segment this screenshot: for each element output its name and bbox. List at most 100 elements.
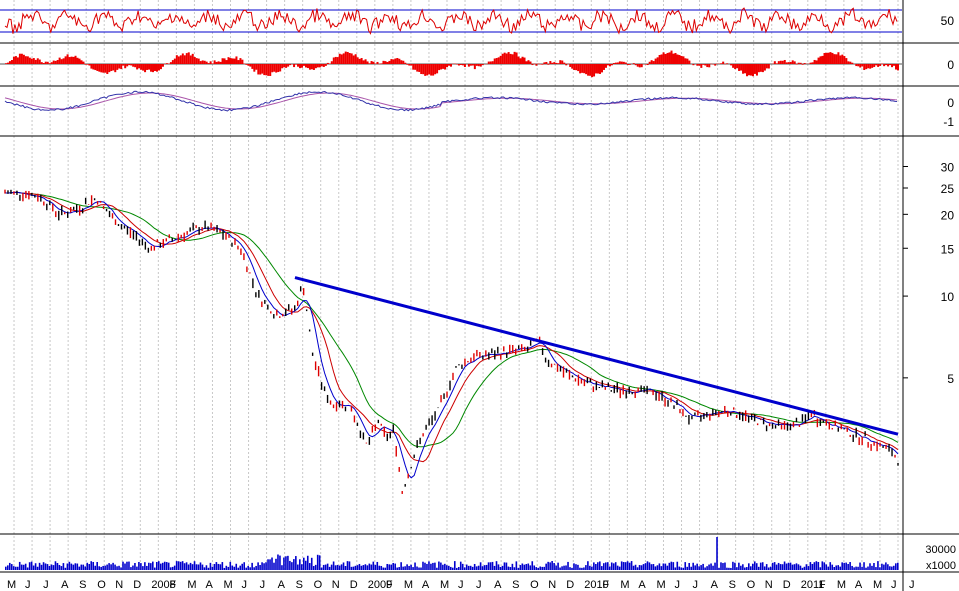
histogram-bar: [722, 61, 725, 64]
histogram-bar: [38, 59, 41, 64]
time-axis-label: 2011: [801, 579, 825, 591]
volume-bar: [672, 562, 675, 570]
histogram-bar: [289, 64, 292, 66]
volume-bar: [767, 567, 770, 570]
histogram-bar: [511, 54, 514, 64]
volume-bar: [116, 566, 118, 570]
histogram-bar: [271, 64, 274, 73]
histogram-bar: [589, 64, 592, 76]
volume-bar: [690, 566, 692, 570]
time-axis-label: J: [25, 579, 31, 591]
time-axis-label: N: [548, 579, 556, 591]
volume-bar: [155, 562, 158, 570]
volume-bar: [6, 565, 9, 570]
volume-bar: [634, 564, 637, 570]
volume-bar: [487, 562, 490, 570]
volume-bar: [283, 557, 285, 570]
histogram-bar: [873, 64, 876, 67]
histogram-bar: [189, 55, 192, 64]
histogram-bar: [457, 64, 460, 66]
histogram-bar: [30, 58, 33, 64]
volume-bar: [314, 564, 317, 570]
volume-bar: [316, 554, 319, 570]
histogram-bar: [533, 63, 536, 64]
volume-bar: [451, 567, 454, 570]
histogram-bar: [193, 57, 196, 64]
volume-bar: [205, 565, 208, 570]
volume-bar: [211, 566, 214, 570]
volume-bar: [885, 562, 887, 570]
volume-bar: [724, 562, 726, 570]
histogram-bar: [811, 62, 814, 64]
momentum-line: [4, 90, 898, 112]
histogram-bar: [740, 64, 743, 71]
volume-bar: [132, 565, 134, 570]
histogram-bar: [265, 64, 268, 76]
histogram-bar: [114, 64, 117, 73]
volume-bar: [473, 563, 476, 570]
histogram-bar: [581, 64, 584, 73]
vertical-gridlines: [13, 0, 899, 572]
volume-bar: [738, 562, 740, 570]
histogram-bar: [100, 64, 103, 73]
histogram-bar: [887, 64, 890, 67]
volume-bar: [618, 566, 621, 570]
histogram-bar: [775, 63, 778, 64]
histogram-bar: [10, 60, 13, 64]
volume-bar: [495, 561, 498, 570]
volume-bar: [251, 562, 253, 570]
histogram-bar: [706, 64, 709, 68]
volume-bar: [203, 567, 206, 570]
histogram-bar: [360, 58, 363, 64]
histogram-bar: [40, 62, 43, 64]
histogram-bar: [622, 61, 625, 64]
volume-bar: [197, 564, 200, 570]
histogram-bar: [372, 61, 375, 64]
histogram-bar: [376, 61, 379, 64]
histogram-bar: [32, 58, 35, 64]
histogram-bar: [436, 64, 439, 74]
histogram-bar: [787, 62, 790, 64]
volume-bar: [521, 563, 524, 570]
volume-bar: [138, 562, 140, 570]
histogram-bar: [50, 62, 53, 64]
volume-bar: [742, 564, 744, 570]
time-axis-label: J: [43, 579, 49, 591]
volume-bar: [370, 564, 373, 570]
histogram-bar: [869, 64, 872, 69]
volume-bar: [837, 565, 840, 570]
histogram-bar: [213, 60, 216, 64]
volume-bar: [64, 567, 67, 570]
histogram-bar: [845, 58, 848, 64]
time-axis-label: S: [296, 579, 303, 591]
volume-bar: [249, 567, 251, 570]
volume-bar: [501, 565, 504, 570]
volume-bar: [694, 565, 696, 570]
volume-bar: [571, 567, 573, 570]
histogram-bar: [211, 63, 214, 64]
histogram-bar: [895, 64, 898, 70]
volume-bar: [152, 561, 154, 570]
histogram-bar: [477, 64, 480, 67]
volume-bar: [102, 565, 104, 570]
histogram-bar: [64, 56, 67, 64]
volume-bar: [799, 565, 802, 570]
histogram-bar: [122, 64, 125, 66]
histogram-bar: [251, 64, 254, 69]
volume-bar: [533, 565, 536, 570]
volume-bar: [545, 563, 547, 570]
volume-bar: [769, 566, 772, 570]
volume-bar: [807, 566, 810, 570]
time-axis-label: A: [61, 579, 69, 591]
volume-bar: [450, 566, 452, 570]
histogram-bar: [565, 64, 568, 66]
volume-bar: [714, 562, 716, 570]
histogram-bar: [561, 60, 564, 64]
histogram-bar: [144, 64, 147, 73]
volume-bar: [171, 566, 174, 570]
volume-bar: [883, 564, 885, 570]
histogram-bar: [704, 64, 707, 66]
time-axis-label: J: [242, 579, 248, 591]
volume-bar: [551, 561, 553, 570]
volume-bar: [535, 567, 538, 570]
